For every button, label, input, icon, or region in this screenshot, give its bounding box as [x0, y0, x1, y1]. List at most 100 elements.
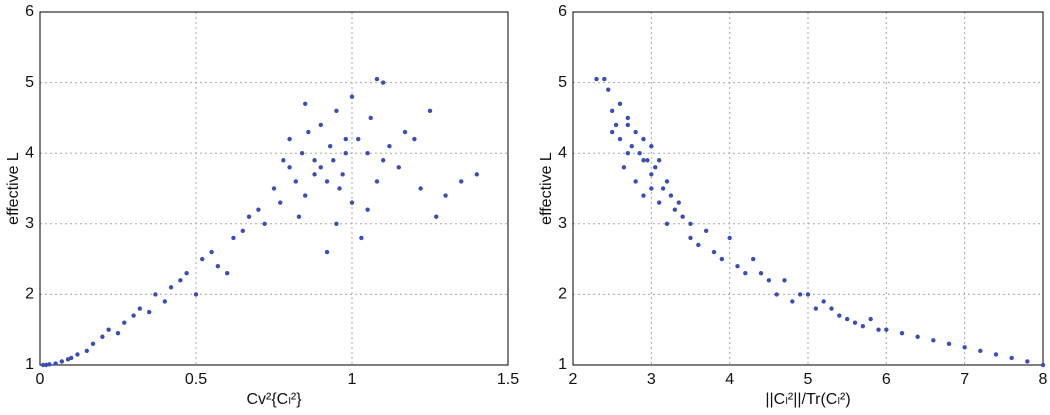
point: [153, 292, 158, 297]
point: [625, 115, 631, 121]
point: [978, 348, 983, 354]
point: [137, 306, 143, 311]
point: [711, 249, 717, 255]
point: [303, 193, 308, 198]
point: [387, 143, 392, 149]
point: [641, 136, 646, 142]
point: [633, 129, 638, 135]
point: [334, 221, 339, 226]
point: [1025, 359, 1030, 364]
point: [327, 143, 333, 149]
point: [782, 278, 787, 283]
x-tick-label: 0: [36, 371, 45, 388]
point: [162, 299, 167, 304]
point: [278, 200, 283, 205]
point: [418, 186, 423, 191]
point: [852, 320, 858, 325]
point: [931, 338, 936, 343]
point: [617, 101, 623, 106]
point: [1040, 362, 1046, 368]
x-tick-label: 2: [569, 371, 578, 388]
point: [656, 158, 662, 163]
point: [645, 158, 650, 163]
point: [790, 299, 795, 304]
point: [324, 179, 330, 184]
point: [719, 256, 725, 262]
point: [474, 172, 479, 177]
point: [434, 214, 439, 219]
point: [200, 256, 205, 262]
point: [178, 278, 183, 283]
point: [993, 352, 999, 357]
point: [381, 158, 386, 163]
x-axis-label: ||Cₗ²||/Tr(Cₗ²): [765, 391, 850, 408]
point: [340, 172, 345, 177]
point: [296, 214, 302, 219]
point: [672, 207, 678, 212]
point: [837, 313, 842, 318]
point: [459, 179, 464, 184]
point: [633, 179, 638, 184]
point: [412, 136, 417, 142]
y-axis-label: effective L: [538, 152, 555, 225]
y-tick-label: 2: [25, 286, 34, 303]
point: [318, 122, 323, 128]
point: [324, 249, 330, 255]
point: [306, 129, 311, 135]
point: [884, 327, 889, 332]
point: [813, 306, 819, 311]
y-axis-label: effective L: [5, 152, 22, 225]
point: [602, 76, 607, 82]
point: [641, 193, 646, 198]
y-tick-label: 4: [25, 144, 34, 161]
point: [829, 306, 834, 311]
point: [688, 235, 693, 241]
y-tick-label: 1: [25, 356, 34, 373]
point: [209, 249, 214, 255]
point: [312, 172, 317, 177]
point: [735, 263, 740, 269]
point: [318, 165, 323, 170]
point: [637, 151, 642, 156]
y-tick-label: 3: [25, 215, 34, 232]
point: [368, 115, 373, 121]
point: [680, 214, 685, 219]
point: [293, 179, 299, 184]
y-tick-label: 6: [558, 3, 567, 20]
x-tick-label: 6: [882, 371, 891, 388]
point: [374, 76, 380, 82]
y-tick-label: 5: [558, 74, 567, 91]
point: [131, 313, 136, 318]
point: [653, 165, 658, 170]
point: [374, 179, 380, 184]
point: [402, 129, 408, 135]
point: [664, 179, 670, 184]
point: [629, 143, 634, 149]
point: [303, 101, 308, 106]
point: [696, 242, 701, 248]
point: [256, 207, 261, 212]
point: [962, 345, 967, 350]
point: [1009, 355, 1014, 361]
point: [331, 158, 336, 163]
plot-frame: [572, 11, 1044, 366]
point: [356, 136, 361, 142]
point: [184, 271, 189, 276]
point: [664, 221, 670, 226]
point: [106, 327, 111, 332]
point: [844, 316, 850, 322]
point: [231, 235, 236, 241]
point: [617, 136, 623, 142]
point: [84, 348, 90, 354]
point: [649, 143, 654, 149]
point: [660, 186, 666, 191]
point: [287, 165, 292, 170]
point: [100, 334, 105, 339]
point: [876, 327, 881, 332]
point: [47, 362, 52, 367]
point: [743, 271, 748, 276]
point: [349, 94, 355, 99]
point: [625, 151, 631, 156]
point: [606, 87, 611, 92]
